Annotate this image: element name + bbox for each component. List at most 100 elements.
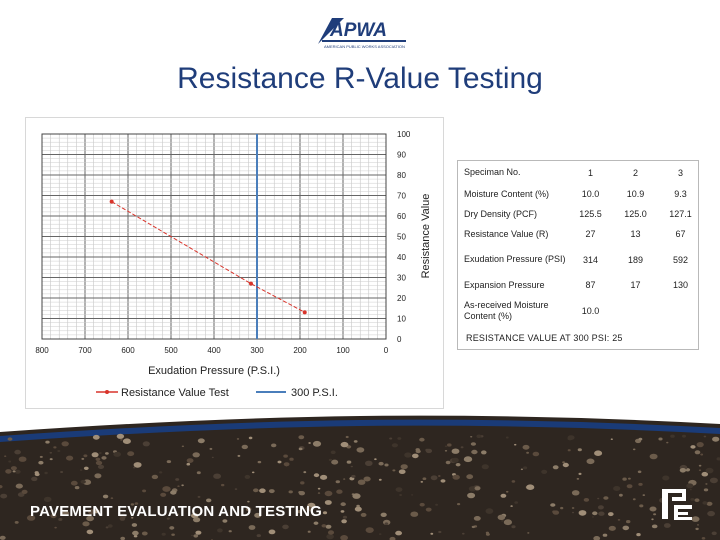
gravel-stone: [686, 483, 694, 489]
grid-horizontal: [42, 133, 386, 340]
gravel-stone: [175, 478, 180, 481]
gravel-stone: [716, 457, 720, 461]
gravel-stone: [101, 456, 107, 460]
gravel-stone: [398, 469, 406, 474]
gravel-stone: [651, 518, 654, 521]
gravel-stone: [571, 490, 580, 496]
data-point: [248, 281, 253, 286]
gravel-stone: [79, 469, 83, 471]
gravel-stone: [186, 458, 194, 463]
gravel-stone: [74, 486, 80, 490]
x-tick-label: 100: [336, 346, 350, 355]
gravel-stone: [26, 515, 36, 521]
gravel-stone: [378, 533, 382, 535]
table-cell: 17: [630, 280, 641, 290]
gravel-stone: [331, 459, 339, 465]
gravel-stone: [86, 515, 94, 522]
gravel-stone: [54, 526, 57, 529]
gravel-stone: [351, 474, 356, 478]
gravel-stone: [342, 515, 348, 519]
gravel-stone: [195, 530, 202, 535]
x-tick-label: 400: [207, 346, 221, 355]
gravel-stone: [562, 462, 569, 468]
legend-reference-label: 300 P.S.I.: [291, 387, 338, 399]
gravel-stone: [430, 532, 434, 535]
gravel-stone: [244, 474, 251, 479]
gravel-stone: [419, 502, 425, 507]
gravel-stone: [15, 483, 23, 489]
gravel-stone: [341, 519, 347, 524]
gravel-stone: [127, 451, 135, 457]
gravel-stone: [709, 477, 718, 484]
gravel-stone: [404, 452, 412, 458]
gravel-stone: [526, 484, 535, 490]
gravel-stone: [38, 460, 44, 465]
gravel-stone: [166, 460, 172, 464]
gravel-stone: [206, 498, 212, 503]
pe-logo: [662, 489, 692, 520]
row-label: Dry Density (PCF): [464, 208, 538, 219]
gravel-stone: [191, 513, 199, 519]
gravel-stone: [444, 445, 448, 448]
gravel-stone: [705, 467, 714, 474]
gravel-stone: [86, 529, 94, 535]
gravel-stone: [39, 455, 43, 458]
x-tick-label: 600: [121, 346, 135, 355]
gravel-stone: [526, 451, 529, 454]
gravel-stone: [312, 440, 322, 447]
gravel-stone: [467, 492, 476, 499]
gravel-stone: [481, 464, 489, 470]
gravel-stone: [695, 527, 699, 531]
gravel-stone: [324, 490, 333, 497]
gravel-stone: [463, 456, 473, 463]
table-cell: 10.0: [581, 189, 600, 199]
row-label: Moisture Content (%): [464, 188, 550, 199]
gravel-stone: [10, 466, 17, 471]
gravel-stone: [356, 504, 360, 508]
gravel-stone: [133, 466, 136, 469]
gravel-stone: [162, 486, 171, 492]
gravel-stone: [527, 532, 530, 534]
gravel-stone: [552, 510, 556, 513]
gravel-stone: [705, 483, 708, 485]
gravel-stone: [221, 483, 225, 487]
logo-text: APWA: [329, 20, 387, 41]
gravel-stone: [251, 471, 255, 474]
gravel-stone: [271, 443, 277, 448]
gravel-stone: [583, 498, 590, 502]
gravel-stone: [83, 466, 89, 470]
gravel-stone: [711, 531, 717, 536]
data-point: [109, 199, 114, 204]
gravel-stone: [440, 479, 446, 483]
gravel-stone: [663, 523, 671, 528]
gravel-stone: [83, 454, 88, 458]
gravel-stone: [122, 438, 131, 444]
table-cell: 130: [672, 280, 689, 290]
gravel-stone: [481, 450, 487, 455]
gravel-stone: [511, 525, 516, 529]
gravel-stone: [343, 478, 346, 480]
gravel-stone: [268, 489, 275, 494]
gravel-stone: [45, 440, 50, 444]
gravel-stone: [430, 475, 438, 481]
gravel-stone: [541, 469, 548, 474]
blue-wave-band: [0, 419, 720, 442]
gravel-stone: [462, 532, 465, 535]
gravel-stone: [694, 450, 701, 455]
gravel-stone: [706, 501, 713, 506]
row-label: Expansion Pressure: [464, 279, 545, 290]
gravel-stone: [701, 471, 709, 477]
gravel-stone: [4, 455, 7, 457]
gravel-stone: [248, 525, 256, 530]
gravel-stone: [346, 460, 352, 464]
row-label: Resistance Value (R): [464, 228, 549, 239]
gravel-stone: [578, 472, 582, 475]
gravel-stone: [701, 537, 706, 540]
gravel-stone: [391, 443, 398, 448]
row-label: Speciman No.: [464, 167, 521, 177]
gravel-stone: [298, 491, 302, 494]
gravel-stone: [5, 469, 12, 474]
gravel-stone: [707, 510, 715, 517]
gravel-stone: [597, 505, 604, 510]
table-row: Resistance Value (R) 27 13 67: [458, 224, 703, 244]
